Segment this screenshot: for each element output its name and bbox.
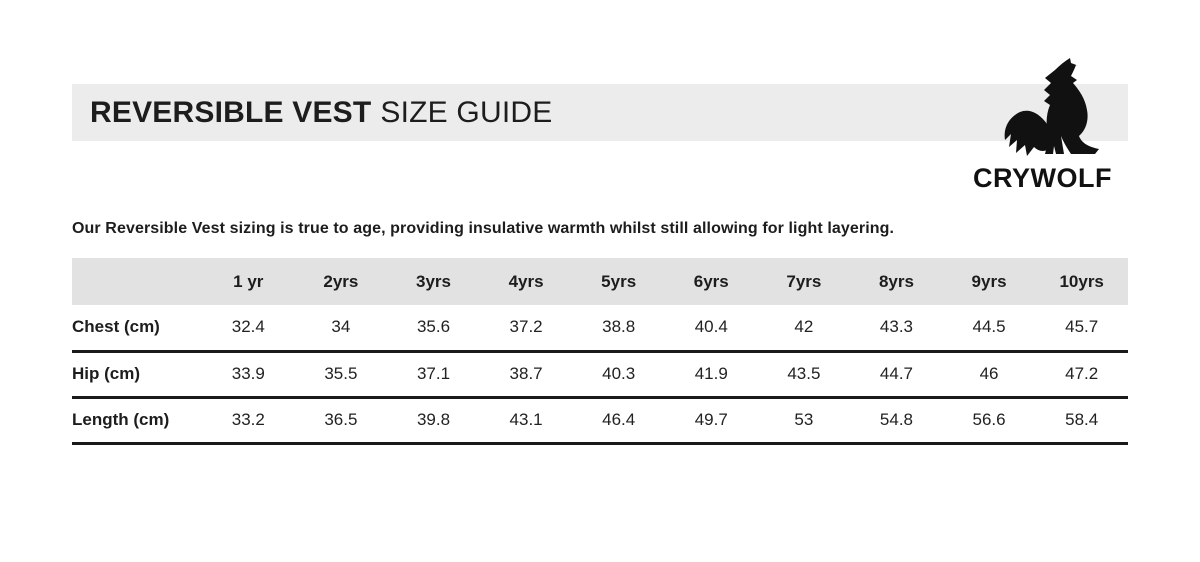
row-label: Hip (cm) <box>72 364 140 383</box>
page-title: REVERSIBLE VEST SIZE GUIDE <box>90 84 552 141</box>
column-header-7yrs: 7yrs <box>786 271 822 291</box>
size-cell: 36.5 <box>324 410 358 429</box>
table-header-row: 1 yr 2yrs 3yrs 4yrs 5yrs 6yrs 7yrs 8yrs 9yrs 10yr… <box>72 258 1128 305</box>
size-cell: 44.5 <box>972 317 1006 337</box>
row-label: Length (cm) <box>72 410 170 429</box>
size-cell: 41.9 <box>694 364 728 383</box>
size-cell: 40.4 <box>694 317 728 337</box>
column-header-6yrs: 6yrs <box>693 271 729 291</box>
size-guide-table: 1 yr 2yrs 3yrs 4yrs 5yrs 6yrs 7yrs 8yrs 9yrs 10yr… <box>72 258 1128 445</box>
size-cell: 37.2 <box>509 317 543 337</box>
column-header-9yrs: 9yrs <box>971 271 1007 291</box>
size-cell: 58.4 <box>1065 410 1099 429</box>
column-header-4yrs: 4yrs <box>508 271 544 291</box>
size-cell: 56.6 <box>972 410 1006 429</box>
column-header-2yrs: 2yrs <box>323 271 359 291</box>
size-cell: 53 <box>794 410 814 429</box>
column-header-8yrs: 8yrs <box>878 271 914 291</box>
size-cell: 44.7 <box>879 364 913 383</box>
table-row: Length (cm) 33.2 36.5 39.8 43.1 46.4 49.7 53 54.… <box>72 397 1128 443</box>
page-title-suffix: SIZE GUIDE <box>380 96 553 129</box>
size-cell: 38.8 <box>602 317 636 337</box>
size-cell: 39.8 <box>416 410 451 429</box>
size-cell: 45.7 <box>1065 317 1099 337</box>
column-header-1yr: 1 yr <box>233 271 264 291</box>
size-cell: 38.7 <box>509 364 543 383</box>
howling-wolf-icon <box>1004 58 1099 156</box>
size-cell: 37.1 <box>416 364 451 383</box>
intro-text: Our Reversible Vest sizing is true to ag… <box>72 220 895 237</box>
size-cell: 46.4 <box>602 410 636 429</box>
table-body: Chest (cm) 32.4 34 35.6 37.2 38.8 40.4 42 43.3 44… <box>72 305 1128 443</box>
size-cell: 43.3 <box>879 317 913 337</box>
size-cell: 33.9 <box>231 364 265 383</box>
row-label: Chest (cm) <box>72 317 160 337</box>
title-bar: REVERSIBLE VEST SIZE GUIDE <box>72 84 1128 141</box>
size-cell: 43.1 <box>509 410 543 429</box>
table-corner-cell <box>72 258 202 305</box>
page-title-product: REVERSIBLE VEST <box>90 96 372 129</box>
size-cell: 54.8 <box>879 410 913 429</box>
size-cell: 42 <box>794 317 814 337</box>
column-header-5yrs: 5yrs <box>601 271 637 291</box>
size-cell: 35.6 <box>416 317 451 337</box>
table-row: Chest (cm) 32.4 34 35.6 37.2 38.8 40.4 42 43.3 44… <box>72 305 1128 351</box>
size-cell: 33.2 <box>231 410 265 429</box>
size-cell: 43.5 <box>787 364 821 383</box>
column-header-10yrs: 10yrs <box>1059 271 1104 291</box>
size-cell: 49.7 <box>694 410 728 429</box>
size-cell: 34 <box>331 317 351 337</box>
table-row: Hip (cm) 33.9 35.5 37.1 38.7 40.3 41.9 43.5 44.7… <box>72 351 1128 397</box>
size-cell: 35.5 <box>324 364 358 383</box>
brand-wordmark: CRYWOLF <box>973 163 1112 193</box>
size-cell: 32.4 <box>231 317 265 337</box>
size-cell: 46 <box>979 364 999 383</box>
size-cell: 40.3 <box>602 364 636 383</box>
size-cell: 47.2 <box>1065 364 1099 383</box>
column-header-3yrs: 3yrs <box>415 271 451 291</box>
